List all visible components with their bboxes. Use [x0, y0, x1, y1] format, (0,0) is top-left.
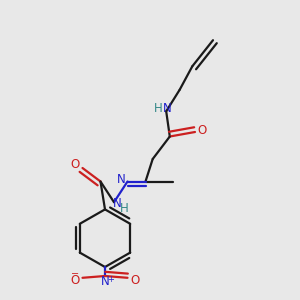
Text: −: −: [71, 269, 79, 279]
Text: +: +: [107, 274, 114, 284]
Text: N: N: [162, 102, 171, 115]
Text: O: O: [130, 274, 140, 287]
Text: N: N: [116, 173, 125, 186]
Text: O: O: [197, 124, 206, 137]
Text: O: O: [70, 274, 80, 287]
Text: N: N: [100, 275, 109, 288]
Text: N: N: [112, 197, 122, 210]
Text: O: O: [70, 158, 80, 172]
Text: H: H: [120, 202, 129, 215]
Text: H: H: [154, 102, 163, 115]
